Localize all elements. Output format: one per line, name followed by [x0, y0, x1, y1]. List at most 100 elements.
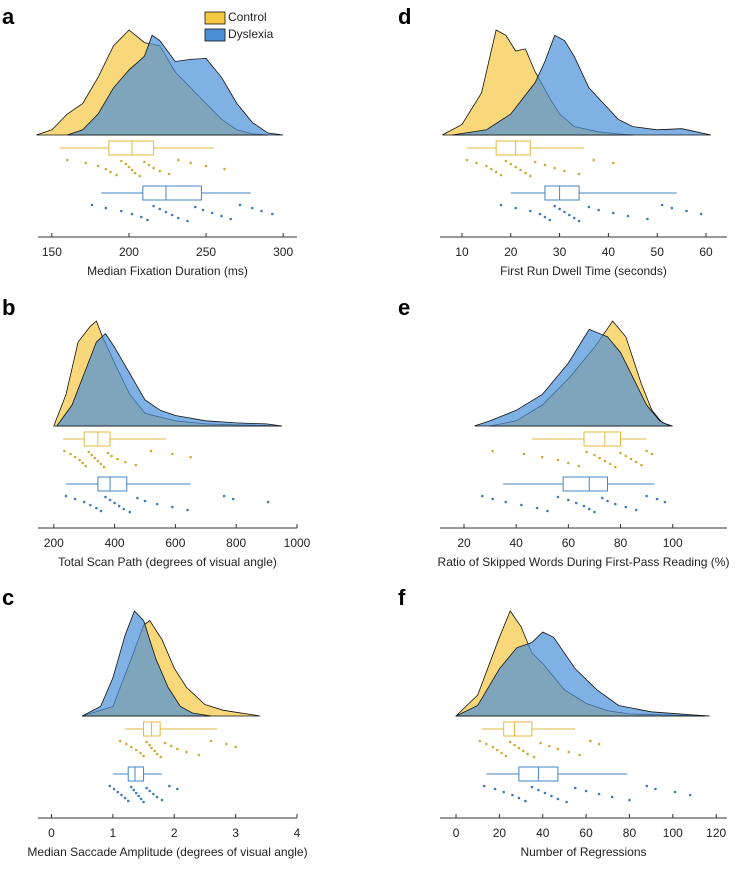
data-point	[543, 163, 547, 167]
data-point	[491, 449, 495, 453]
box	[544, 185, 580, 201]
data-point	[139, 751, 142, 755]
data-point	[645, 494, 648, 498]
data-point	[189, 161, 192, 165]
data-point	[204, 164, 208, 168]
data-point	[663, 500, 667, 504]
data-point	[155, 752, 159, 756]
data-point	[660, 203, 664, 207]
data-point	[119, 159, 123, 163]
data-point	[611, 211, 615, 215]
x-axis-label: Number of Regressions	[520, 845, 646, 859]
data-point	[134, 748, 138, 752]
data-point	[465, 158, 469, 162]
data-point	[509, 162, 513, 166]
data-point	[82, 500, 86, 504]
data-point	[553, 166, 557, 170]
data-point	[145, 786, 148, 790]
data-point	[504, 500, 508, 504]
data-point	[603, 459, 607, 463]
data-point	[152, 792, 155, 796]
data-point	[563, 210, 566, 214]
density-curve	[56, 332, 282, 427]
data-point	[201, 208, 205, 212]
data-point	[125, 742, 128, 746]
data-point	[128, 510, 132, 514]
data-point	[123, 460, 127, 464]
data-point	[500, 751, 503, 755]
box	[503, 721, 533, 737]
x-axis-label: Total Scan Path (degrees of visual angle…	[58, 555, 277, 569]
data-point	[629, 457, 633, 461]
panel-letter: b	[2, 295, 15, 320]
x-tick-label: 2	[171, 826, 178, 840]
data-point	[209, 739, 213, 743]
data-point	[478, 739, 482, 743]
data-point	[99, 462, 103, 466]
data-point	[514, 165, 517, 169]
data-point	[84, 464, 88, 468]
data-point	[593, 453, 596, 457]
data-point	[480, 494, 484, 498]
data-point	[547, 744, 551, 748]
legend-label: Dyslexia	[228, 27, 274, 41]
data-point	[116, 457, 119, 461]
data-point	[143, 499, 147, 503]
data-point	[645, 784, 649, 788]
data-point	[540, 455, 544, 459]
data-point	[567, 750, 571, 754]
data-point	[78, 458, 81, 462]
data-point	[578, 753, 581, 757]
data-point	[593, 510, 596, 514]
data-point	[587, 205, 591, 209]
data-point	[645, 449, 648, 453]
x-tick-label: 60	[579, 826, 593, 840]
data-point	[222, 494, 226, 498]
data-point	[250, 206, 254, 210]
data-point	[171, 452, 174, 456]
data-point	[225, 742, 228, 746]
data-point	[134, 463, 138, 467]
data-point	[556, 797, 560, 801]
data-point	[112, 787, 116, 791]
data-point	[146, 218, 149, 222]
data-point	[139, 215, 143, 219]
box	[562, 476, 609, 492]
data-point	[619, 451, 622, 455]
data-point	[574, 501, 578, 505]
data-point	[120, 793, 123, 797]
x-tick-label: 20	[504, 245, 518, 259]
x-tick-label: 200	[44, 536, 64, 550]
data-point	[69, 452, 72, 456]
data-point	[90, 453, 94, 457]
data-point	[568, 213, 571, 217]
data-point	[185, 750, 188, 754]
data-point	[521, 749, 525, 753]
x-tick-label: 20	[493, 826, 507, 840]
density-curve	[82, 610, 212, 717]
data-point	[517, 746, 521, 750]
data-point	[537, 788, 540, 792]
data-point	[626, 214, 630, 218]
x-tick-label: 80	[623, 826, 637, 840]
data-point	[577, 172, 581, 176]
data-point	[63, 449, 66, 453]
x-axis-label: Ratio of Skipped Words During First-Pass…	[438, 555, 730, 569]
data-point	[118, 739, 122, 743]
data-point	[266, 500, 270, 504]
data-point	[489, 167, 493, 171]
data-point	[106, 451, 110, 455]
panel-letter: c	[2, 585, 14, 610]
data-point	[535, 506, 539, 510]
x-tick-label: 250	[196, 245, 216, 259]
data-point	[139, 797, 143, 801]
data-point	[634, 460, 638, 464]
x-axis-label: First Run Dwell Time (seconds)	[500, 264, 667, 278]
data-point	[136, 496, 139, 500]
data-point	[499, 203, 503, 207]
data-point	[565, 800, 568, 804]
data-point	[553, 204, 557, 208]
data-point	[176, 158, 180, 162]
data-point	[234, 745, 237, 749]
data-point	[142, 754, 145, 758]
